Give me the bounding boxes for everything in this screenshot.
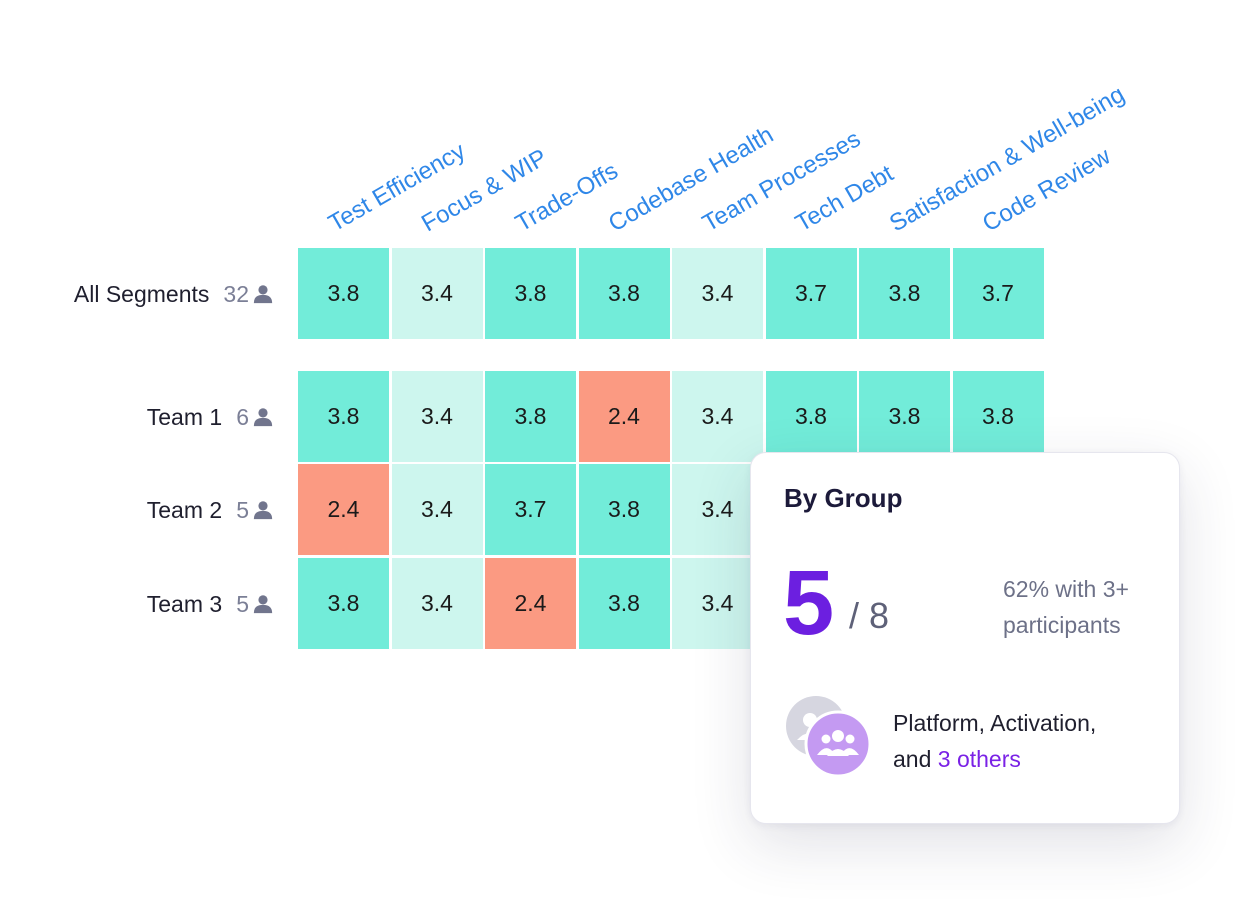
row-participant-count: 5 (236, 497, 274, 524)
heatmap-cell-team-3-focus-wip[interactable]: 3.4 (391, 558, 483, 649)
row-label-all-segments: All Segments 32 (74, 248, 274, 340)
heatmap-cell-all-segments-code-review[interactable]: 3.7 (952, 248, 1044, 339)
heatmap-cell-team-3-test-efficiency[interactable]: 3.8 (298, 558, 389, 649)
participant-count-value: 6 (236, 403, 249, 430)
group-count: 5 (783, 552, 835, 654)
group-avatars (786, 696, 872, 778)
user-icon (252, 593, 274, 615)
row-label-team-2: Team 2 5 (147, 464, 274, 556)
row-label-team-1: Team 1 6 (147, 371, 274, 463)
user-icon (252, 406, 274, 428)
row-label-team-3: Team 3 5 (147, 558, 274, 650)
heatmap-cell-all-segments-trade-offs[interactable]: 3.8 (485, 248, 576, 339)
row-label-text: Team 1 (146, 403, 223, 430)
participant-count-value: 32 (223, 280, 249, 307)
heatmap-cell-team-3-trade-offs[interactable]: 2.4 (485, 558, 576, 649)
row-participant-count: 32 (223, 281, 274, 308)
heatmap-cell-team-1-team-processes[interactable]: 3.4 (672, 371, 763, 462)
heatmap-cell-team-1-tech-debt[interactable]: 3.8 (765, 371, 857, 462)
heatmap-cell-team-1-trade-offs[interactable]: 3.8 (485, 371, 576, 462)
column-header-codebase-health: Codebase Health (604, 121, 779, 238)
heatmap-cell-team-2-focus-wip[interactable]: 3.4 (391, 464, 483, 555)
group-names: Platform, Activation, and 3 others (893, 705, 1163, 777)
heatmap-cell-team-3-team-processes[interactable]: 3.4 (672, 558, 763, 649)
row-participant-count: 5 (236, 591, 274, 618)
heatmap-cell-team-2-team-processes[interactable]: 3.4 (672, 464, 763, 555)
by-group-tooltip: By Group 5 / 8 62% with 3+ participants … (750, 452, 1180, 824)
user-icon (252, 283, 274, 305)
heatmap-cell-all-segments-team-processes[interactable]: 3.4 (672, 248, 763, 339)
row-label-text: Team 2 (146, 496, 223, 523)
heatmap-cell-team-1-code-review[interactable]: 3.8 (952, 371, 1044, 462)
column-header-team-processes: Team Processes (697, 125, 865, 238)
heatmap-cell-team-2-trade-offs[interactable]: 3.7 (485, 464, 576, 555)
group-names-and: and (893, 746, 932, 772)
heatmap-cell-team-3-codebase-health[interactable]: 3.8 (578, 558, 670, 649)
heatmap-cell-all-segments-test-efficiency[interactable]: 3.8 (298, 248, 389, 339)
heatmap-cell-all-segments-codebase-health[interactable]: 3.8 (578, 248, 670, 339)
heatmap-cell-team-1-test-efficiency[interactable]: 3.8 (298, 371, 389, 462)
participation-percent: 62% with 3+ participants (1003, 576, 1129, 638)
group-total: / 8 (849, 595, 890, 636)
group-avatar-icon (786, 696, 872, 778)
user-icon (252, 499, 274, 521)
row-label-text: All Segments (73, 280, 210, 307)
heatmap-cell-all-segments-focus-wip[interactable]: 3.4 (391, 248, 483, 339)
participant-count-value: 5 (236, 590, 249, 617)
heatmap-cell-team-1-satisfaction-well-being[interactable]: 3.8 (859, 371, 950, 462)
heatmap-cell-all-segments-tech-debt[interactable]: 3.7 (765, 248, 857, 339)
tooltip-title: By Group (784, 483, 903, 513)
row-label-text: Team 3 (146, 590, 223, 617)
heatmap-cell-all-segments-satisfaction-well-being[interactable]: 3.8 (859, 248, 950, 339)
heatmap-cell-team-2-test-efficiency[interactable]: 2.4 (298, 464, 389, 555)
others-link[interactable]: 3 others (937, 746, 1021, 772)
participant-count-value: 5 (236, 496, 249, 523)
heatmap-cell-team-1-codebase-health[interactable]: 2.4 (578, 371, 670, 462)
row-participant-count: 6 (236, 404, 274, 431)
heatmap-cell-team-2-codebase-health[interactable]: 3.8 (578, 464, 670, 555)
heatmap-cell-team-1-focus-wip[interactable]: 3.4 (391, 371, 483, 462)
group-names-list: Platform, Activation, (893, 710, 1097, 736)
